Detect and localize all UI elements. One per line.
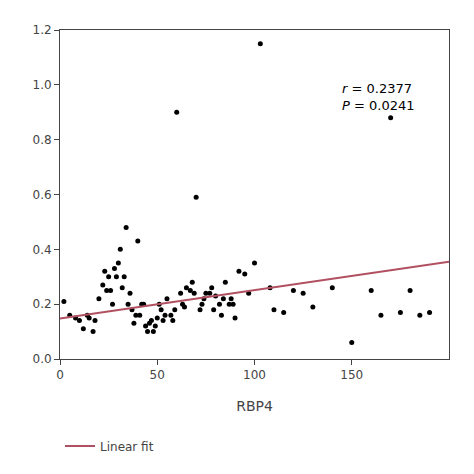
svg-text:0: 0 xyxy=(56,368,64,382)
svg-text:1.0: 1.0 xyxy=(33,78,52,92)
svg-text:100: 100 xyxy=(243,368,266,382)
svg-text:0.6: 0.6 xyxy=(33,188,52,202)
svg-text:150: 150 xyxy=(340,368,363,382)
svg-text:RBP4: RBP4 xyxy=(236,398,273,414)
svg-text:Linear fit: Linear fit xyxy=(100,440,154,454)
svg-text:50: 50 xyxy=(150,368,165,382)
svg-text:r = 0.2377P = 0.0241: r = 0.2377P = 0.0241 xyxy=(342,81,415,113)
svg-text:0.0: 0.0 xyxy=(33,352,52,366)
svg-text:1.2: 1.2 xyxy=(33,23,52,37)
svg-text:0.4: 0.4 xyxy=(33,243,52,257)
svg-text:0.8: 0.8 xyxy=(33,133,52,147)
svg-text:0.2: 0.2 xyxy=(33,297,52,311)
